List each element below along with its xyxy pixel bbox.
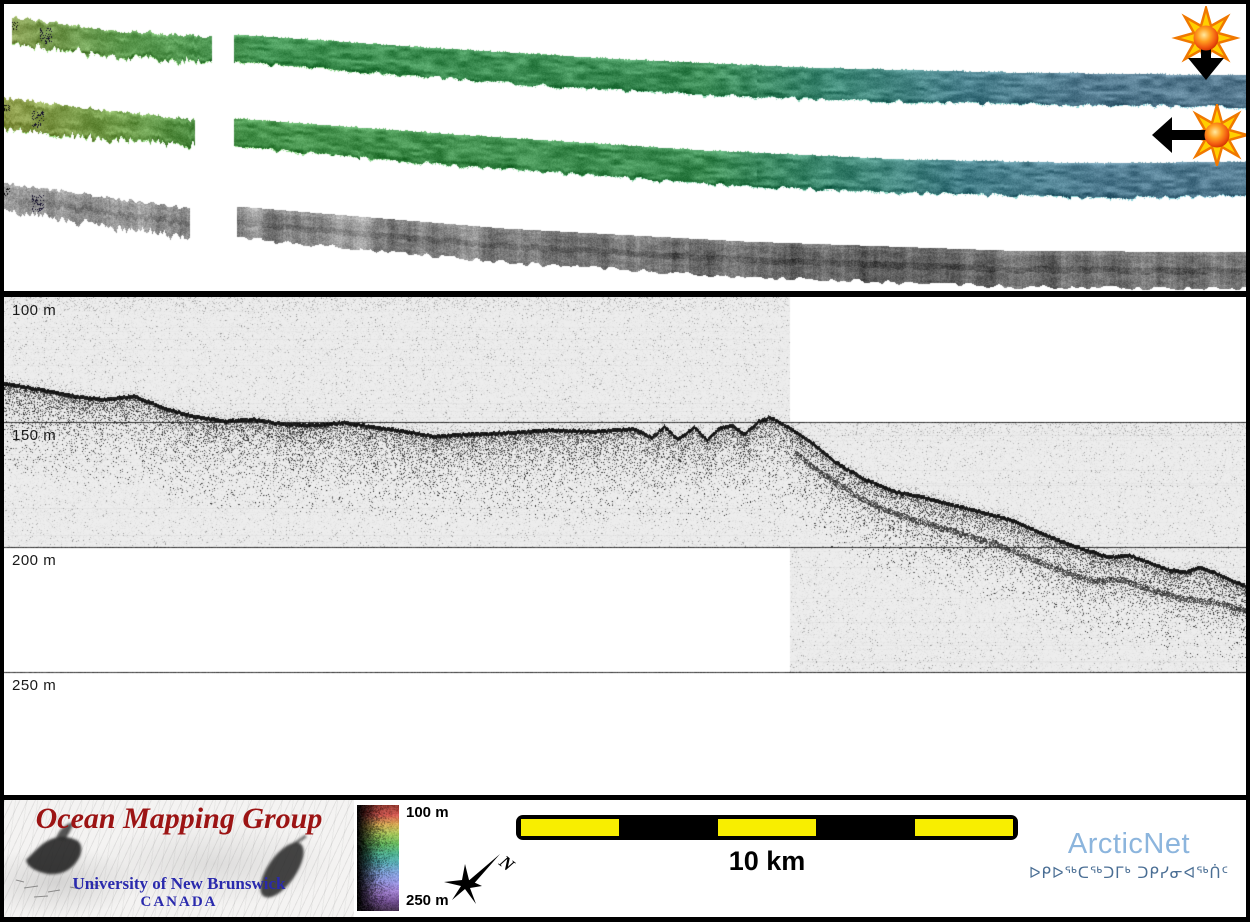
subbottom-profile-panel: 100 m 150 m 200 m 250 m — [4, 297, 1246, 795]
sun-illumination-left-icon — [1152, 104, 1246, 166]
omg-title: Ocean Mapping Group — [35, 802, 323, 835]
colorbar-bottom-label: 250 m — [406, 892, 449, 909]
towfish-silhouette — [260, 842, 304, 898]
sun-illumination-down-icon — [1171, 6, 1241, 80]
omg-logo-art — [15, 822, 307, 898]
scalebar-segment — [521, 819, 620, 836]
towfish-cable — [293, 834, 307, 846]
bird-wing — [56, 822, 74, 840]
colorbar-top-label: 100 m — [406, 804, 449, 821]
scalebar-label: 10 km — [728, 846, 806, 876]
omg-country: CANADA — [140, 894, 218, 910]
scale-bar — [516, 815, 1018, 840]
arrow-left-head — [1152, 117, 1172, 153]
depth-label-150m: 150 m — [12, 427, 57, 444]
omg-logo: Ocean Mapping Group University of New Br… — [4, 800, 354, 917]
sun-core — [1193, 25, 1219, 51]
footer-panel: Ocean Mapping Group University of New Br… — [4, 800, 1246, 917]
swath-panel — [4, 4, 1246, 291]
arrow-down-head — [1188, 58, 1224, 80]
scalebar-segment — [619, 819, 718, 836]
logo-texture-dashes — [15, 879, 101, 898]
depth-colorbar — [357, 805, 399, 911]
scalebar-segment — [717, 819, 817, 836]
multibeam-swaths-canvas — [4, 4, 1246, 291]
arrow-shaft — [1170, 130, 1217, 140]
omg-institution: University of New Brunswick — [72, 874, 286, 893]
arcticnet-logo: ArcticNet ᐅᑭᐅᖅᑕᖅᑐᒥᒃ ᑐᑭᓯᓂᐊᖅᑏᑦ — [1010, 828, 1246, 882]
depth-label-250m: 250 m — [12, 677, 57, 694]
arcticnet-name: ArcticNet — [1067, 828, 1191, 860]
scalebar-segment — [816, 819, 915, 836]
north-arrow-icon: N — [444, 851, 519, 904]
depth-label-100m: 100 m — [12, 302, 57, 319]
arcticnet-inuktitut: ᐅᑭᐅᖅᑕᖅᑐᒥᒃ ᑐᑭᓯᓂᐊᖅᑏᑦ — [1029, 864, 1229, 882]
compass-star — [444, 864, 482, 904]
depth-label-200m: 200 m — [12, 552, 57, 569]
compass-north-arm — [466, 854, 500, 887]
bird-silhouette — [26, 836, 82, 875]
scalebar-segment — [914, 819, 1014, 836]
sun-core — [1204, 122, 1230, 148]
subbottom-profile-canvas — [4, 297, 1246, 795]
